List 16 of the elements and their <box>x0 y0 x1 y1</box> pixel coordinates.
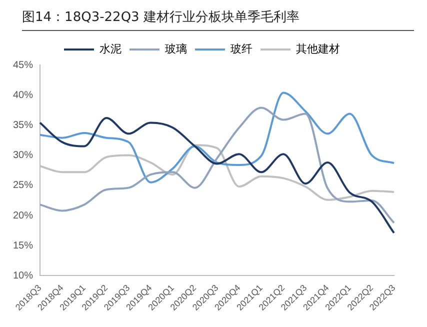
y-tick-label: 45% <box>13 60 34 71</box>
y-tick-label: 35% <box>13 120 34 131</box>
line-series <box>39 106 395 224</box>
line-series <box>39 116 395 234</box>
y-tick-label: 15% <box>13 240 34 252</box>
y-tick-label: 20% <box>13 210 34 222</box>
y-tick-label: 10% <box>13 270 34 282</box>
y-tick-label: 25% <box>13 180 34 192</box>
legend-label: 其他建材 <box>296 42 340 56</box>
legend-label: 玻璃 <box>165 42 187 56</box>
y-tick-label: 30% <box>13 150 34 162</box>
y-tick-label: 40% <box>13 90 34 101</box>
chart-title: 图14：18Q3-22Q3 建材行业分板块单季毛利率 <box>22 8 414 31</box>
line-series <box>39 92 395 184</box>
legend-label: 玻纤 <box>230 42 252 56</box>
legend-label: 水泥 <box>100 42 122 56</box>
